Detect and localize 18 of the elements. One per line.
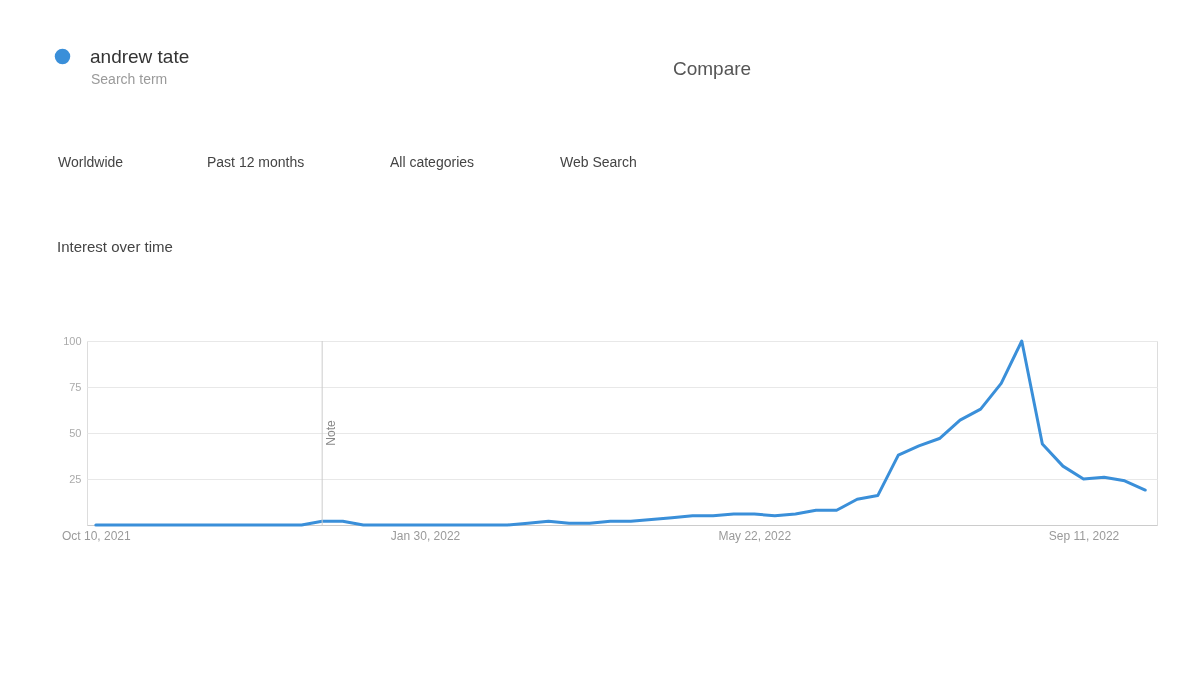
text: Compare bbox=[673, 58, 752, 79]
ref-line-label: Note bbox=[324, 420, 339, 446]
text: Worldwide bbox=[58, 154, 124, 170]
x-tick-label: May 22, 2022 bbox=[718, 528, 792, 543]
y-tick-label: 25 bbox=[69, 472, 82, 485]
y-tick-label: 100 bbox=[63, 334, 82, 347]
x-tick-label: Sep 11, 2022 bbox=[1048, 528, 1120, 543]
y-tick-label: 50 bbox=[69, 426, 82, 439]
text: Past 12 months bbox=[207, 154, 305, 170]
legend-label: andrew tate bbox=[90, 45, 190, 67]
line-series bbox=[94, 339, 1147, 527]
chart-title: Interest over time bbox=[57, 238, 173, 255]
y-tick-label: 75 bbox=[69, 380, 82, 393]
x-tick-label: Oct 10, 2021 bbox=[61, 528, 131, 543]
x-tick-label: Jan 30, 2022 bbox=[390, 528, 461, 543]
text: All categories bbox=[390, 154, 475, 170]
legend-title: Search term bbox=[91, 71, 168, 87]
text: Web Search bbox=[560, 154, 637, 170]
